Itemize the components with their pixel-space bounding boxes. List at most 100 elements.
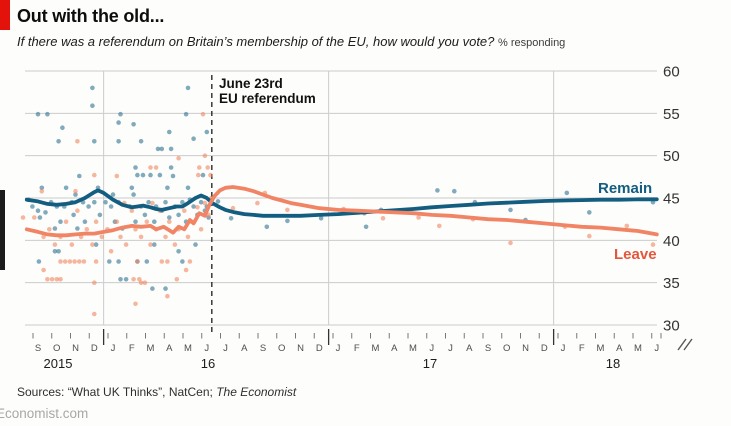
subtitle-note: % responding — [498, 37, 566, 49]
y-axis-label: 50 — [663, 148, 680, 165]
remain-poll-dot — [116, 120, 121, 125]
remain-poll-dot — [146, 199, 151, 205]
remain-trend-line — [24, 188, 659, 218]
remain-poll-dot — [56, 249, 61, 254]
leave-poll-dot — [90, 242, 95, 247]
remain-poll-dot — [215, 199, 221, 204]
leave-poll-dot — [118, 234, 123, 240]
remain-poll-dot — [131, 192, 136, 197]
remain-poll-dot — [116, 139, 121, 144]
remain-poll-dot — [285, 218, 290, 224]
leave-poll-dot — [197, 165, 202, 170]
month-label: J — [111, 343, 116, 354]
remain-poll-dot — [133, 165, 138, 170]
leave-poll-dot — [159, 259, 165, 264]
remain-poll-dot — [118, 111, 123, 117]
month-label: F — [579, 343, 585, 354]
leave-poll-dot — [133, 301, 138, 307]
annotation-line2: EU referendum — [219, 91, 316, 106]
remain-poll-dot — [35, 111, 41, 117]
remain-poll-dot — [123, 277, 129, 282]
remain-poll-dot — [135, 172, 140, 178]
remain-poll-dot — [133, 219, 138, 224]
leave-poll-dot — [195, 205, 200, 210]
leave-poll-dot — [508, 240, 513, 246]
leave-poll-dot — [255, 200, 260, 206]
remain-poll-dot — [52, 249, 58, 254]
sources-text: Sources: “What UK Thinks”, NatCen; — [17, 385, 217, 399]
remain-poll-dot — [564, 190, 570, 196]
month-label: A — [616, 343, 623, 354]
leave-poll-dot — [380, 216, 386, 221]
remain-poll-dot — [168, 165, 174, 170]
remain-poll-dot — [180, 199, 185, 205]
subtitle-question: If there was a referendum on Britain’s m… — [17, 34, 495, 49]
chart-title: Out with the old... — [17, 6, 165, 26]
leave-poll-dot — [650, 242, 656, 247]
remain-poll-dot — [77, 173, 82, 179]
leave-poll-dot — [92, 280, 97, 285]
month-label: M — [634, 343, 642, 354]
leave-poll-dot — [185, 234, 191, 240]
leave-poll-dot — [114, 219, 120, 224]
month-label: J — [223, 343, 228, 354]
month-label: O — [503, 343, 510, 354]
remain-poll-dot — [452, 188, 457, 194]
leave-poll-dot — [93, 259, 99, 264]
leave-poll-dot — [84, 227, 90, 232]
month-label: D — [91, 343, 98, 354]
sources-economist: The Economist — [216, 385, 297, 399]
month-label: M — [184, 343, 192, 354]
month-label: S — [260, 343, 266, 354]
remain-poll-dot — [107, 259, 112, 264]
year-label: 18 — [606, 356, 620, 371]
leave-poll-dot — [52, 242, 58, 247]
leave-poll-dot — [176, 155, 181, 161]
month-label: J — [336, 343, 341, 354]
year-label: 16 — [201, 356, 215, 371]
leave-poll-dot — [58, 259, 63, 264]
remain-poll-dot — [183, 111, 189, 117]
leave-poll-dot — [163, 234, 168, 240]
year-label: 17 — [423, 356, 437, 371]
remain-poll-dot — [163, 199, 168, 205]
month-label: N — [297, 343, 304, 354]
leave-poll-dot — [200, 111, 206, 117]
leave-poll-dot — [165, 293, 170, 299]
remain-poll-dot — [228, 216, 234, 221]
leave-series-label: Leave — [614, 246, 657, 263]
leave-poll-dot — [39, 188, 45, 194]
leave-poll-dot — [150, 200, 155, 206]
remain-poll-dot — [97, 212, 103, 218]
year-label: 2015 — [44, 356, 73, 371]
remain-poll-dot — [116, 259, 121, 264]
remain-poll-dot — [152, 219, 157, 224]
leave-poll-dot — [93, 219, 99, 224]
month-label: F — [354, 343, 360, 354]
leave-poll-dot — [49, 277, 55, 282]
remain-poll-dot — [118, 277, 123, 282]
leave-poll-dot — [167, 219, 172, 224]
economist-com-footer: Economist.com — [0, 406, 89, 421]
remain-poll-dot — [129, 185, 135, 191]
leave-poll-dot — [148, 242, 153, 247]
remain-poll-dot — [170, 173, 176, 179]
remain-poll-dot — [508, 207, 513, 213]
remain-poll-dot — [180, 259, 185, 264]
month-label: S — [485, 343, 491, 354]
leave-poll-dot — [153, 165, 159, 170]
remain-poll-dot — [167, 129, 172, 135]
month-label: A — [391, 343, 398, 354]
remain-poll-dot — [193, 242, 198, 247]
leave-poll-dot — [202, 200, 208, 206]
remain-poll-dot — [185, 185, 191, 191]
remain-poll-dot — [90, 103, 95, 108]
leave-poll-dot — [172, 242, 178, 247]
remain-poll-dot — [157, 172, 163, 178]
remain-poll-dot — [152, 242, 157, 247]
leave-poll-dot — [41, 234, 46, 240]
leave-poll-dot — [138, 280, 144, 285]
remain-poll-dot — [176, 249, 181, 254]
month-label: J — [654, 343, 659, 354]
